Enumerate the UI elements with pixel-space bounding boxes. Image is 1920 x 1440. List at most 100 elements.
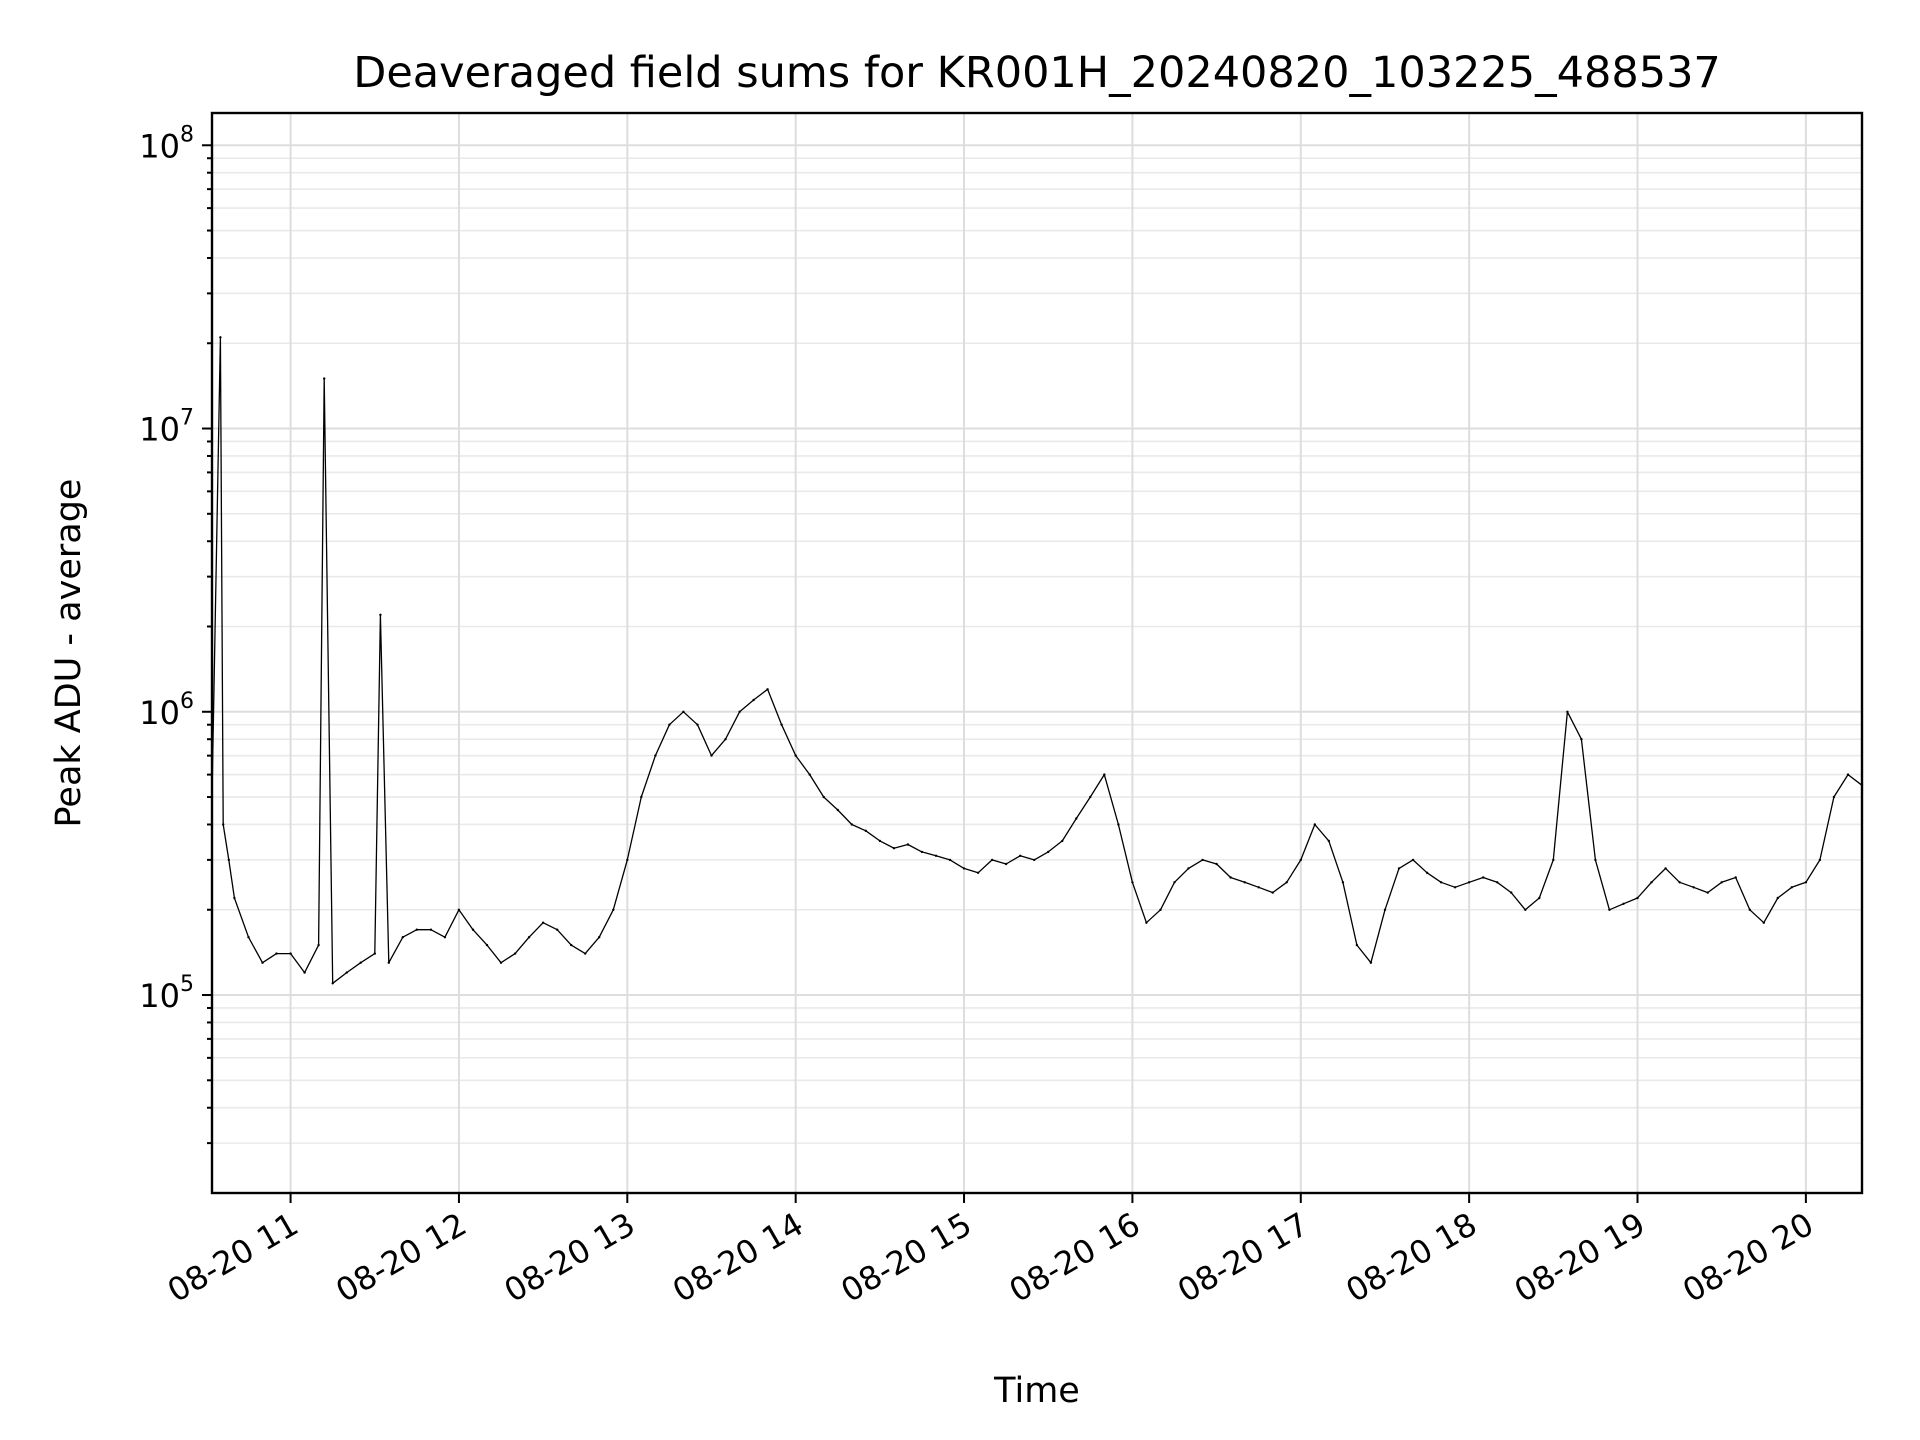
data-point — [1706, 891, 1709, 894]
data-point — [612, 908, 615, 911]
data-point — [668, 723, 671, 726]
data-point — [1159, 908, 1162, 911]
grid — [212, 113, 1862, 1193]
data-point — [1846, 773, 1850, 776]
y-axis-label: Peak ADU - average — [49, 479, 89, 828]
data-point — [934, 854, 938, 857]
data-point — [289, 952, 292, 955]
data-point — [1004, 862, 1008, 866]
data-point — [598, 936, 601, 939]
x-axis-label: Time — [993, 1371, 1080, 1411]
data-point — [457, 908, 461, 911]
data-point — [1285, 881, 1288, 884]
data-point — [1215, 862, 1218, 866]
data-point — [1496, 881, 1499, 884]
data-point — [233, 896, 236, 900]
data-point — [752, 698, 755, 702]
data-point — [1075, 817, 1078, 820]
data-point — [1033, 858, 1036, 862]
data-point — [626, 858, 629, 862]
data-point — [401, 936, 404, 939]
data-point — [1692, 886, 1695, 889]
data-point — [261, 961, 264, 964]
chart-title: Deaveraged field sums for KR001H_2024082… — [353, 48, 1721, 98]
data-point — [331, 982, 334, 985]
data-point — [1580, 738, 1583, 741]
data-point — [429, 928, 433, 931]
data-point — [359, 961, 362, 964]
data-point — [1355, 943, 1359, 947]
data-point — [794, 754, 797, 757]
data-point — [1187, 867, 1190, 870]
data-point — [275, 952, 278, 955]
data-point — [920, 850, 924, 854]
data-point — [1019, 854, 1022, 857]
data-point — [990, 858, 994, 862]
data-point — [527, 936, 531, 939]
data-point — [1243, 881, 1246, 884]
data-point — [1762, 921, 1766, 924]
data-point — [1117, 823, 1120, 826]
data-point — [1748, 908, 1752, 911]
data-point — [471, 928, 475, 931]
data-point — [1734, 876, 1737, 879]
data-point — [1636, 896, 1639, 900]
data-point — [710, 754, 713, 757]
data-point — [1818, 858, 1822, 862]
data-point — [1047, 850, 1050, 854]
data-point — [836, 808, 839, 812]
data-point — [892, 847, 896, 850]
data-point — [1650, 881, 1653, 884]
data-point — [864, 829, 867, 832]
data-point — [1482, 876, 1485, 879]
data-point — [387, 961, 390, 964]
data-point — [1776, 896, 1780, 900]
data-point — [1720, 881, 1723, 884]
data-point — [1524, 908, 1527, 911]
data-point — [513, 952, 517, 955]
data-point — [415, 928, 418, 931]
data-point — [570, 943, 573, 947]
data-point — [962, 867, 966, 870]
data-point — [1299, 858, 1303, 862]
data-point — [640, 795, 643, 799]
data-point — [1425, 871, 1429, 874]
data-point — [780, 723, 783, 726]
data-point — [1173, 881, 1176, 884]
data-point — [1608, 908, 1611, 911]
data-point — [850, 823, 853, 826]
data-point — [345, 971, 348, 974]
data-point — [1061, 839, 1064, 843]
y-tick-label: 106 — [139, 689, 194, 732]
data-point — [1229, 876, 1232, 879]
data-point — [1145, 921, 1148, 924]
data-point — [556, 928, 559, 931]
y-axis: 105 106 107 108 — [139, 122, 212, 1145]
data-point — [724, 738, 727, 741]
data-point — [1453, 886, 1457, 889]
data-point — [1201, 858, 1204, 862]
data-point — [1538, 896, 1541, 900]
data-point — [1552, 858, 1555, 862]
data-point — [219, 336, 222, 339]
data-point — [222, 823, 225, 826]
data-point — [227, 858, 230, 862]
data-point — [1271, 891, 1274, 894]
data-point — [1397, 867, 1401, 870]
data-point — [696, 723, 699, 726]
plot-frame — [210, 111, 1864, 1195]
data-point — [682, 710, 685, 713]
data-point — [584, 952, 587, 955]
data-point — [323, 377, 326, 380]
data-point — [1257, 886, 1260, 889]
data-point — [443, 936, 447, 939]
data-point — [766, 688, 769, 691]
data-point — [822, 795, 825, 799]
data-point — [1103, 773, 1106, 776]
data-point — [541, 921, 545, 924]
data-point — [654, 754, 657, 757]
data-point — [1369, 961, 1373, 964]
data-point — [317, 943, 320, 947]
data-point — [1566, 710, 1569, 713]
